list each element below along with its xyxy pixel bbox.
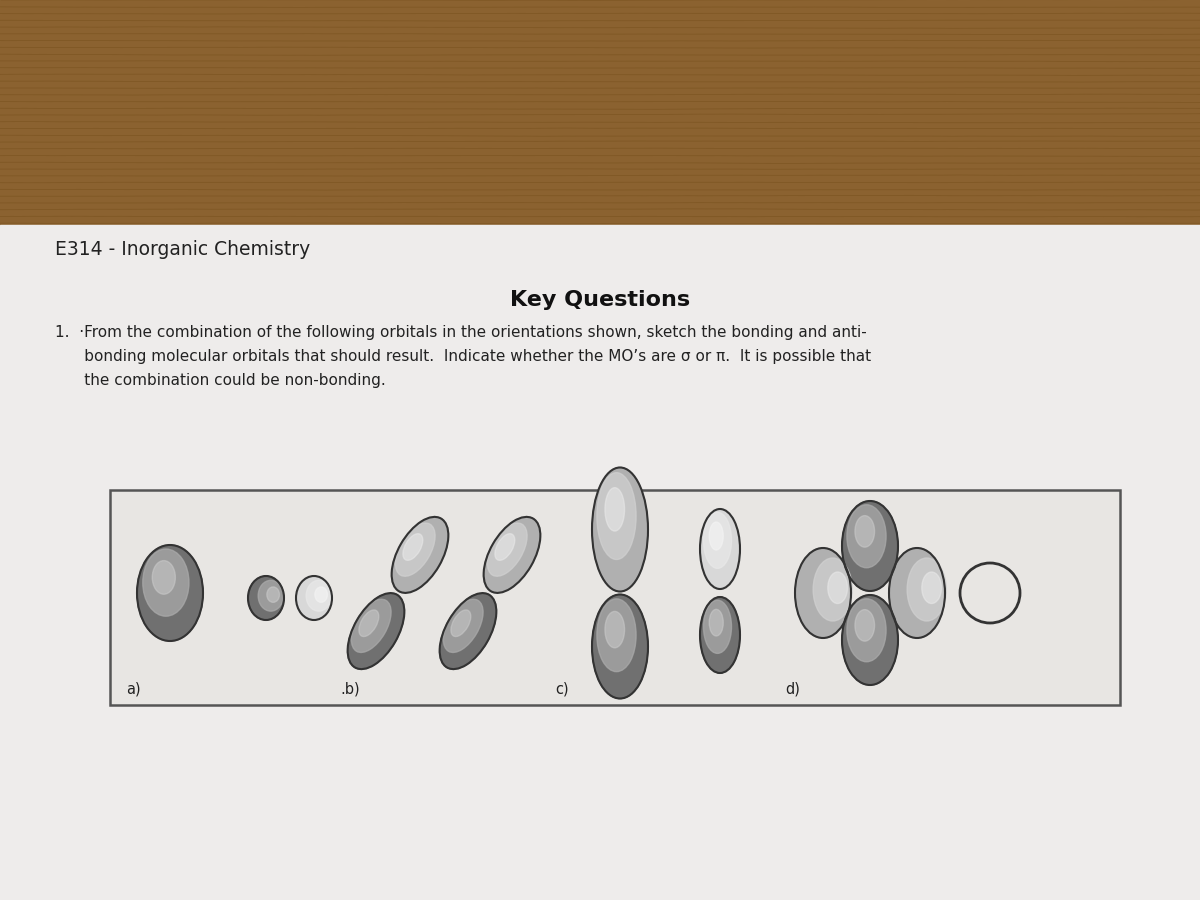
- Ellipse shape: [484, 517, 540, 593]
- Ellipse shape: [306, 580, 331, 611]
- Ellipse shape: [700, 597, 740, 673]
- Text: d): d): [785, 681, 800, 696]
- Ellipse shape: [152, 561, 175, 594]
- Ellipse shape: [266, 587, 280, 602]
- Ellipse shape: [828, 572, 847, 604]
- Ellipse shape: [889, 548, 946, 638]
- Ellipse shape: [359, 610, 379, 636]
- Ellipse shape: [143, 549, 188, 616]
- Ellipse shape: [314, 587, 328, 602]
- Ellipse shape: [451, 610, 470, 636]
- Ellipse shape: [709, 522, 724, 550]
- Ellipse shape: [487, 523, 527, 576]
- Ellipse shape: [395, 523, 436, 576]
- Ellipse shape: [592, 467, 648, 591]
- Ellipse shape: [700, 509, 740, 589]
- Ellipse shape: [596, 472, 636, 560]
- Text: .b): .b): [340, 681, 360, 696]
- Ellipse shape: [296, 576, 332, 620]
- Text: a): a): [126, 681, 140, 696]
- Bar: [0, 225, 1200, 900]
- Ellipse shape: [842, 595, 898, 685]
- Text: E314 - Inorganic Chemistry: E314 - Inorganic Chemistry: [55, 240, 311, 259]
- Text: c): c): [554, 681, 569, 696]
- Ellipse shape: [847, 598, 886, 662]
- Ellipse shape: [703, 600, 732, 653]
- Bar: [0, 0, 1200, 230]
- Ellipse shape: [842, 501, 898, 591]
- Ellipse shape: [403, 534, 422, 561]
- Ellipse shape: [137, 545, 203, 641]
- Ellipse shape: [391, 517, 449, 593]
- Ellipse shape: [854, 609, 875, 641]
- Ellipse shape: [796, 548, 851, 638]
- Ellipse shape: [605, 488, 624, 531]
- Ellipse shape: [922, 572, 942, 604]
- Ellipse shape: [258, 580, 283, 611]
- Ellipse shape: [348, 593, 404, 669]
- Ellipse shape: [605, 611, 624, 648]
- Ellipse shape: [443, 599, 484, 652]
- Text: 1.  ·From the combination of the following orbitals in the orientations shown, s: 1. ·From the combination of the followin…: [55, 325, 866, 340]
- Ellipse shape: [494, 534, 515, 561]
- Ellipse shape: [248, 576, 284, 620]
- Ellipse shape: [907, 558, 947, 621]
- Text: Key Questions: Key Questions: [510, 290, 690, 310]
- Ellipse shape: [439, 593, 497, 669]
- Text: the combination could be non-bonding.: the combination could be non-bonding.: [55, 373, 385, 388]
- Ellipse shape: [352, 599, 391, 652]
- Ellipse shape: [596, 598, 636, 671]
- Ellipse shape: [854, 516, 875, 547]
- Ellipse shape: [592, 595, 648, 698]
- Ellipse shape: [847, 505, 886, 568]
- Text: bonding molecular orbitals that should result.  Indicate whether the MO’s are σ : bonding molecular orbitals that should r…: [55, 349, 871, 364]
- Bar: [110, 490, 1120, 705]
- Ellipse shape: [703, 512, 732, 568]
- Ellipse shape: [709, 609, 724, 636]
- Ellipse shape: [814, 558, 852, 621]
